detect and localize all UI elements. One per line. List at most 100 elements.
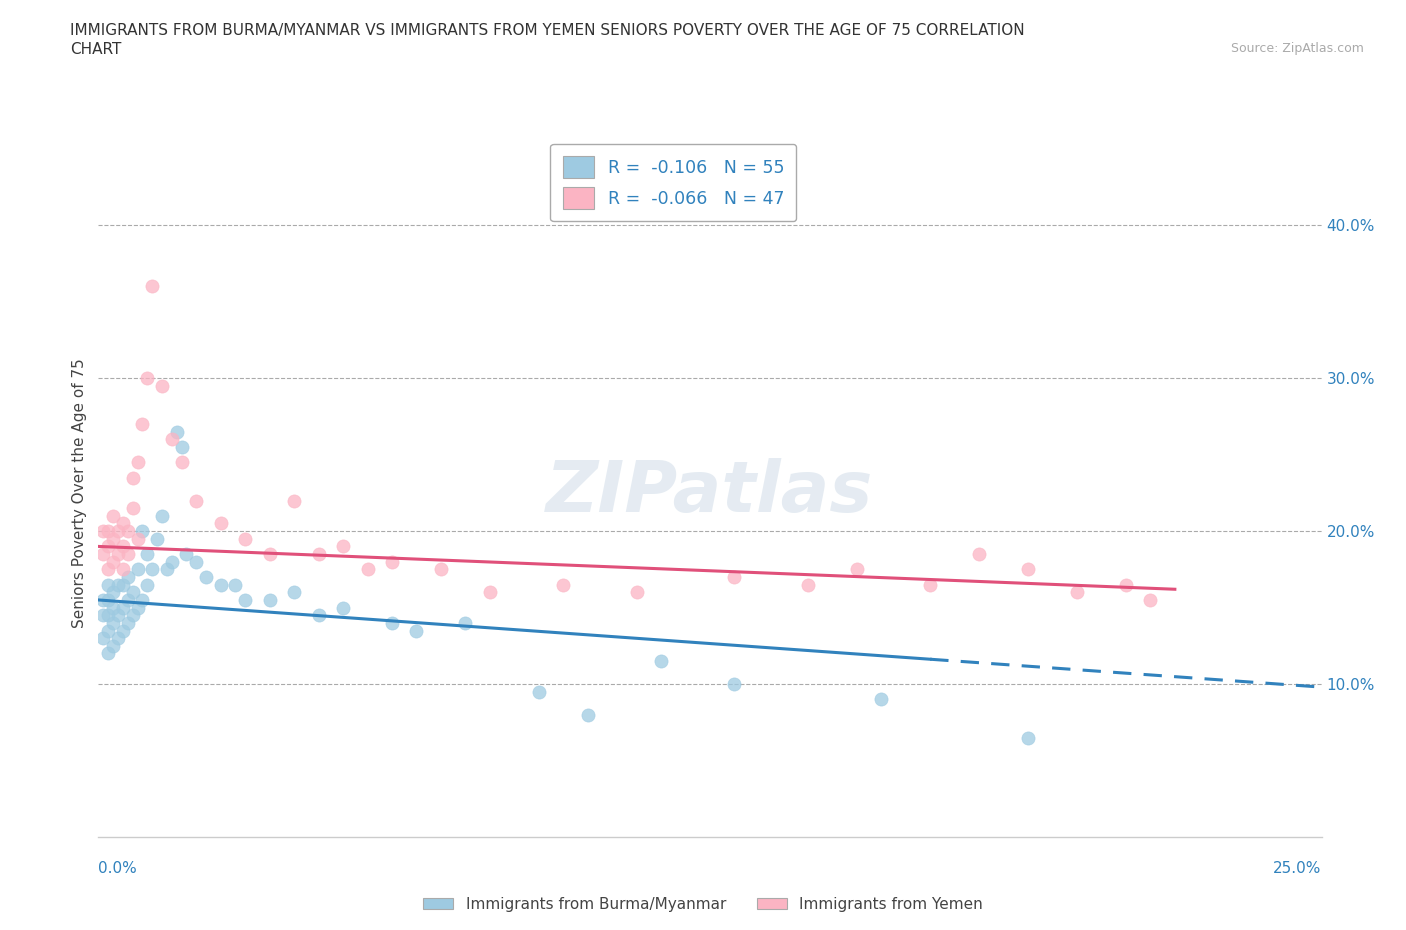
Point: [97, 608, 120, 623]
Point: [332, 600, 354, 615]
Point: [107, 578, 129, 592]
Point: [117, 547, 139, 562]
Point: [308, 608, 330, 623]
Point: [141, 279, 163, 294]
Point: [121, 471, 143, 485]
Point: [107, 608, 129, 623]
Point: [111, 578, 134, 592]
Point: [141, 562, 163, 577]
Point: [186, 493, 208, 508]
Point: [97, 592, 120, 607]
Point: [97, 646, 120, 661]
Point: [160, 432, 183, 446]
Point: [97, 562, 120, 577]
Point: [233, 531, 256, 546]
Point: [91, 547, 114, 562]
Text: ZIPatlas: ZIPatlas: [547, 458, 873, 527]
Point: [107, 631, 129, 645]
Point: [626, 585, 648, 600]
Point: [797, 578, 820, 592]
Point: [920, 578, 942, 592]
Point: [117, 524, 139, 538]
Text: IMMIGRANTS FROM BURMA/MYANMAR VS IMMIGRANTS FROM YEMEN SENIORS POVERTY OVER THE : IMMIGRANTS FROM BURMA/MYANMAR VS IMMIGRA…: [70, 23, 1025, 57]
Point: [91, 524, 114, 538]
Point: [131, 592, 153, 607]
Point: [97, 578, 120, 592]
Point: [209, 578, 232, 592]
Point: [101, 531, 124, 546]
Point: [101, 600, 124, 615]
Point: [176, 547, 198, 562]
Point: [1139, 592, 1161, 607]
Point: [146, 531, 169, 546]
Point: [121, 500, 143, 515]
Point: [91, 608, 114, 623]
Point: [224, 578, 246, 592]
Text: 25.0%: 25.0%: [1274, 861, 1322, 876]
Point: [160, 554, 183, 569]
Point: [117, 616, 139, 631]
Point: [553, 578, 575, 592]
Point: [381, 616, 404, 631]
Point: [283, 585, 305, 600]
Point: [845, 562, 868, 577]
Point: [136, 371, 159, 386]
Point: [107, 524, 129, 538]
Point: [332, 539, 354, 554]
Point: [111, 516, 134, 531]
Point: [136, 578, 159, 592]
Point: [156, 562, 179, 577]
Point: [136, 547, 159, 562]
Point: [107, 547, 129, 562]
Point: [967, 547, 990, 562]
Point: [131, 417, 153, 432]
Point: [527, 684, 550, 699]
Point: [1115, 578, 1137, 592]
Point: [111, 623, 134, 638]
Point: [478, 585, 501, 600]
Point: [111, 600, 134, 615]
Point: [91, 631, 114, 645]
Point: [97, 524, 120, 538]
Legend: R =  -0.106   N = 55, R =  -0.066   N = 47: R = -0.106 N = 55, R = -0.066 N = 47: [550, 144, 796, 221]
Point: [233, 592, 256, 607]
Point: [186, 554, 208, 569]
Point: [97, 539, 120, 554]
Point: [101, 638, 124, 653]
Y-axis label: Seniors Poverty Over the Age of 75: Seniors Poverty Over the Age of 75: [72, 358, 87, 628]
Point: [308, 547, 330, 562]
Point: [97, 623, 120, 638]
Point: [356, 562, 378, 577]
Point: [430, 562, 453, 577]
Point: [650, 654, 672, 669]
Point: [723, 677, 745, 692]
Point: [121, 608, 143, 623]
Point: [283, 493, 305, 508]
Point: [150, 509, 173, 524]
Point: [723, 569, 745, 584]
Point: [405, 623, 427, 638]
Point: [127, 562, 149, 577]
Point: [101, 585, 124, 600]
Text: Source: ZipAtlas.com: Source: ZipAtlas.com: [1230, 42, 1364, 55]
Point: [1017, 730, 1039, 745]
Text: 0.0%: 0.0%: [98, 861, 138, 876]
Point: [259, 592, 281, 607]
Point: [117, 569, 139, 584]
Point: [381, 554, 404, 569]
Point: [576, 707, 599, 722]
Point: [91, 592, 114, 607]
Point: [1017, 562, 1039, 577]
Point: [454, 616, 477, 631]
Point: [131, 524, 153, 538]
Point: [101, 554, 124, 569]
Point: [117, 592, 139, 607]
Point: [195, 569, 218, 584]
Legend: Immigrants from Burma/Myanmar, Immigrants from Yemen: Immigrants from Burma/Myanmar, Immigrant…: [416, 891, 990, 918]
Point: [209, 516, 232, 531]
Point: [111, 539, 134, 554]
Point: [150, 379, 173, 393]
Point: [101, 509, 124, 524]
Point: [121, 585, 143, 600]
Point: [127, 600, 149, 615]
